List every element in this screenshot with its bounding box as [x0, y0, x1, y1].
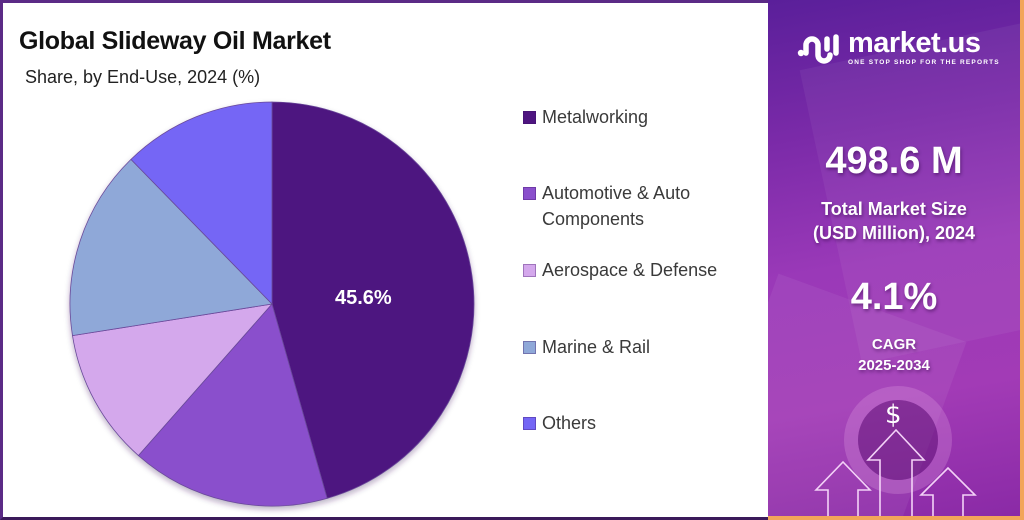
legend-item-automotive: Automotive & Auto Components [523, 183, 763, 232]
pie-slice-aerospace-defense [72, 303, 274, 457]
cagr-value: 4.1% [850, 276, 938, 318]
pie-slice-marine-rail [69, 158, 273, 337]
legend-item-marine: Marine & Rail [523, 337, 763, 360]
metalworking-share-label: 45.6% [335, 287, 392, 309]
legend-item-metalworking: Metalworking [523, 107, 763, 130]
chart-title: Global Slideway Oil Market [19, 27, 331, 55]
brand-tagline: ONE STOP SHOP FOR THE REPORTS [848, 59, 1000, 66]
pie-chart-svg [69, 101, 475, 507]
legend-swatch [523, 111, 536, 124]
pie-slice-others [130, 101, 273, 305]
dollar-icon: $ [885, 400, 902, 430]
legend-item-others: Others [523, 413, 763, 436]
legend-label: Marine & Rail [542, 337, 651, 357]
legend-label: Metalworking [542, 107, 649, 127]
background-circle [858, 400, 938, 480]
legend-label: Automotive & Auto Components [542, 183, 691, 229]
summary-sidebar: market.us ONE STOP SHOP FOR THE REPORTS … [768, 0, 1024, 520]
legend-item-aerospace: Aerospace & Defense [523, 260, 763, 283]
cagr-label: CAGR 2025-2034 [768, 334, 1020, 376]
market-size-value: 498.6 M [825, 140, 963, 182]
chart-panel: Global Slideway Oil Market Share, by End… [0, 0, 768, 520]
pie-chart: 45.6% [65, 97, 479, 511]
cagr-label-line2: 2025-2034 [858, 357, 930, 374]
legend-swatch [523, 341, 536, 354]
market-size-label-line1: Total Market Size [821, 199, 967, 219]
legend-swatch [523, 187, 536, 200]
market-size-label-line2: (USD Million), 2024 [812, 223, 976, 243]
legend-swatch [523, 264, 536, 277]
chart-subtitle: Share, by End-Use, 2024 (%) [25, 67, 261, 87]
pie-slice-metalworking [271, 101, 475, 499]
market-us-logo-icon [797, 34, 839, 64]
market-size-label: Total Market Size (USD Million), 2024 [768, 197, 1020, 245]
cagr-label-line1: CAGR [871, 336, 917, 353]
brand-name: market.us [848, 27, 981, 59]
legend-label: Aerospace & Defense [542, 260, 718, 280]
legend-swatch [523, 417, 536, 430]
brand-logo: market.us ONE STOP SHOP FOR THE REPORTS [796, 28, 1000, 66]
pie-slice-automotive-auto-components [137, 303, 328, 507]
growth-arrows-icon [814, 428, 977, 516]
legend-label: Others [542, 413, 597, 433]
